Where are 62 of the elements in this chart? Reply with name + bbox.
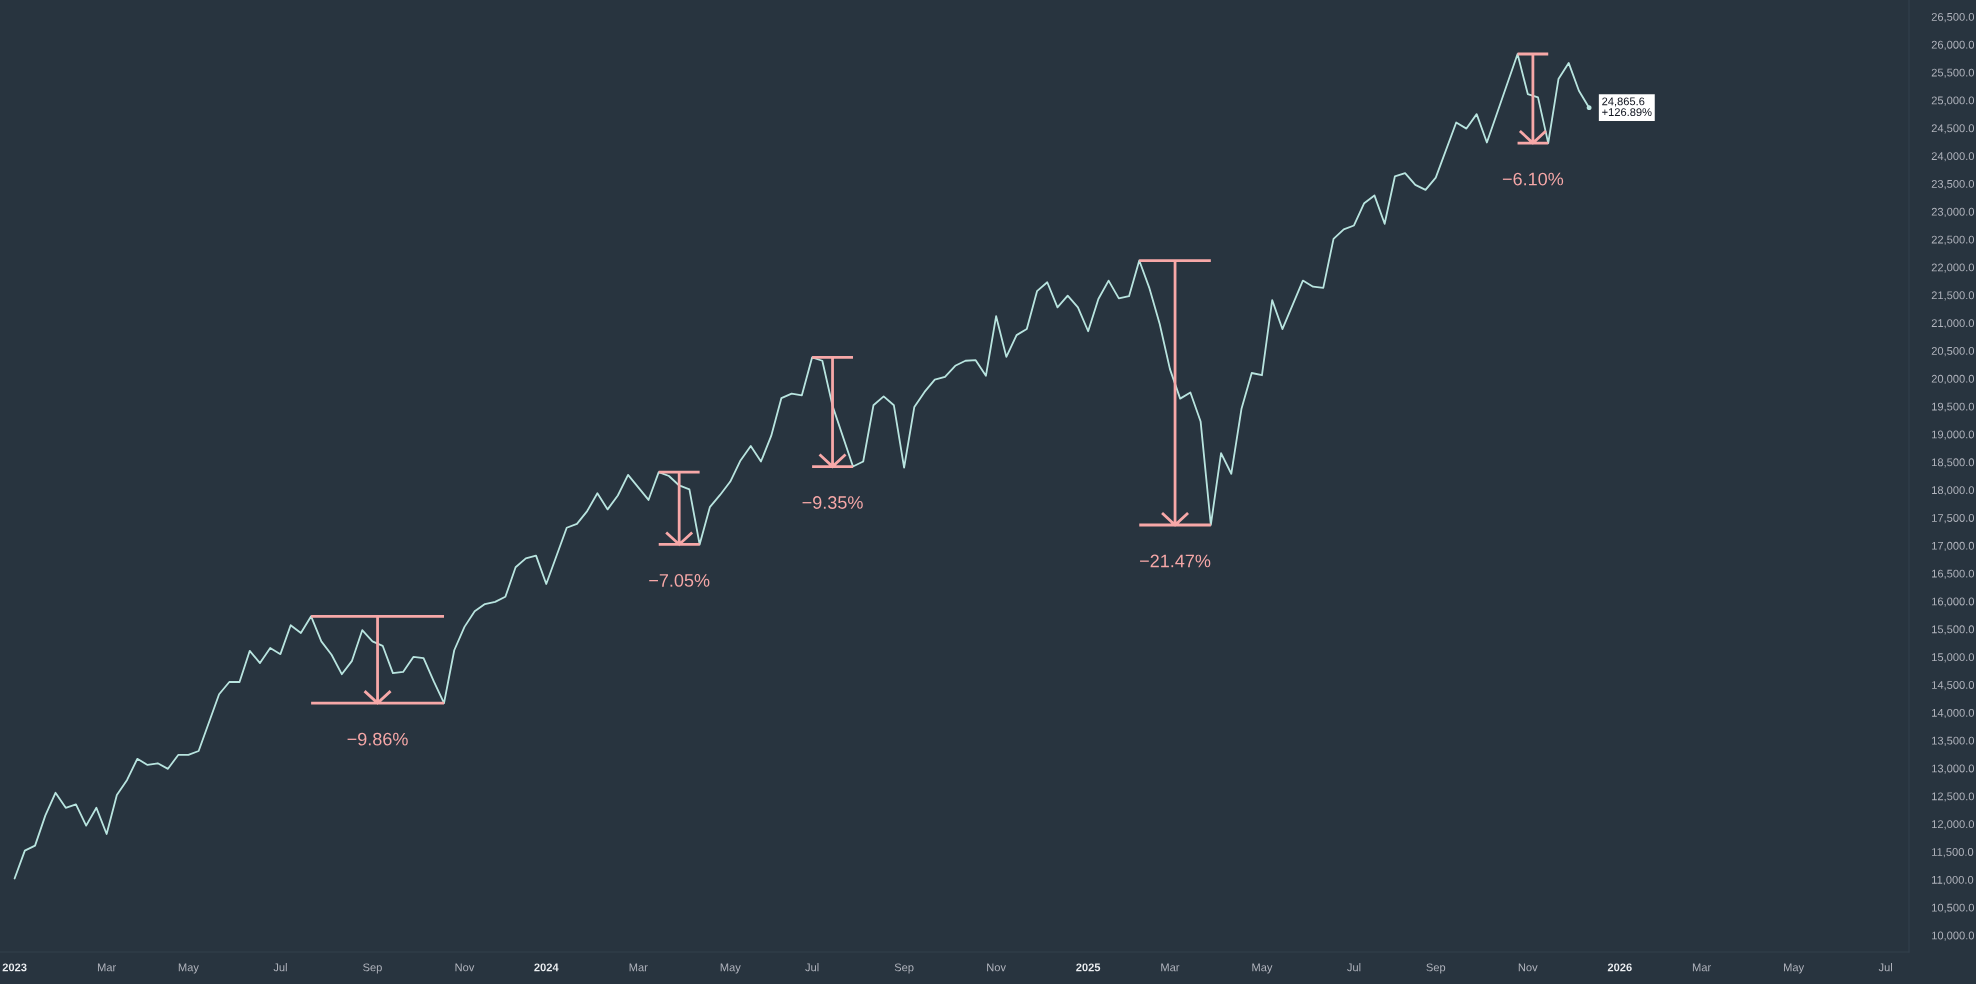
- y-tick-label: 25,000.0: [1931, 96, 1975, 106]
- x-tick-label: May: [178, 963, 199, 974]
- y-tick-label: 13,500.0: [1932, 736, 1975, 746]
- x-tick-label: Sep: [363, 963, 382, 974]
- x-tick-label: 2023: [2, 963, 27, 972]
- x-tick-label: Mar: [1692, 963, 1711, 972]
- x-tick-label: Sep: [1426, 963, 1446, 974]
- y-tick-label: 24,000.0: [1931, 152, 1975, 162]
- x-tick-label: 2026: [1607, 963, 1632, 972]
- y-tick-label: 22,500.0: [1931, 235, 1975, 245]
- x-tick-label: Nov: [455, 963, 475, 972]
- y-tick-label: 23,000.0: [1931, 207, 1975, 217]
- annotation: −9.35%: [802, 496, 863, 509]
- y-tick-label: 25,500.0: [1931, 68, 1975, 78]
- y-tick-label: 23,500.0: [1931, 179, 1975, 190]
- y-tick-label: 13,000.0: [1932, 764, 1975, 774]
- y-tick-label: 18,500.0: [1932, 458, 1975, 468]
- x-tick-label: Mar: [629, 963, 648, 972]
- x-tick-label: Nov: [987, 963, 1006, 972]
- y-tick-label: 16,500.0: [1932, 569, 1975, 579]
- x-tick-label: 2024: [534, 963, 559, 972]
- y-tick-label: 11,000.0: [1932, 875, 1974, 886]
- x-tick-label: Mar: [1161, 963, 1180, 972]
- y-tick-label: 10,500.0: [1932, 903, 1975, 913]
- x-tick-label: May: [720, 963, 741, 974]
- x-tick-label: 2025: [1076, 963, 1101, 972]
- y-tick-label: 19,000.0: [1932, 430, 1975, 440]
- x-tick-label: Nov: [1518, 963, 1538, 972]
- x-tick-label: Jul: [1347, 963, 1361, 972]
- y-tick-label: 19,500.0: [1932, 402, 1975, 412]
- x-tick-label: Jul: [273, 963, 287, 972]
- x-tick-label: May: [1784, 963, 1805, 974]
- annotation: −21.47%: [1140, 554, 1211, 568]
- x-tick-label: Jul: [805, 963, 819, 972]
- y-tick-label: 20,000.0: [1931, 374, 1975, 385]
- y-tick-label: 17,500.0: [1932, 514, 1975, 524]
- y-tick-label: 21,500.0: [1931, 291, 1975, 301]
- y-tick-label: 18,000.0: [1932, 486, 1975, 496]
- x-tick-label: Jul: [1878, 963, 1892, 972]
- annotation: −7.05%: [649, 574, 710, 587]
- annotation: −9.86%: [347, 732, 408, 746]
- y-tick-label: 26,500.0: [1931, 12, 1975, 23]
- x-tick-label: Sep: [894, 963, 914, 974]
- y-tick-label: 17,000.0: [1932, 541, 1975, 552]
- y-tick-label: 24,500.0: [1931, 124, 1975, 134]
- y-tick-label: 10,000.0: [1932, 931, 1975, 941]
- y-tick-label: 26,000.0: [1931, 40, 1975, 50]
- y-tick-label: 14,500.0: [1932, 681, 1975, 691]
- x-tick-label: May: [1252, 963, 1273, 974]
- y-tick-label: 22,000.0: [1931, 263, 1975, 273]
- annotation: 24,865.6 +126.89%: [1602, 97, 1652, 117]
- y-tick-label: 21,000.0: [1931, 319, 1975, 329]
- y-tick-label: 14,000.0: [1932, 708, 1975, 719]
- x-tick-label: Mar: [97, 963, 117, 972]
- annotation: −6.10%: [1502, 172, 1564, 186]
- y-tick-label: 15,000.0: [1932, 653, 1975, 663]
- y-tick-label: 12,500.0: [1932, 792, 1975, 802]
- y-tick-label: 15,500.0: [1932, 625, 1975, 635]
- y-tick-label: 16,000.0: [1932, 597, 1975, 607]
- y-tick-label: 11,500.0: [1932, 848, 1974, 858]
- y-tick-label: 20,500.0: [1931, 347, 1975, 357]
- y-tick-label: 12,000.0: [1932, 820, 1975, 830]
